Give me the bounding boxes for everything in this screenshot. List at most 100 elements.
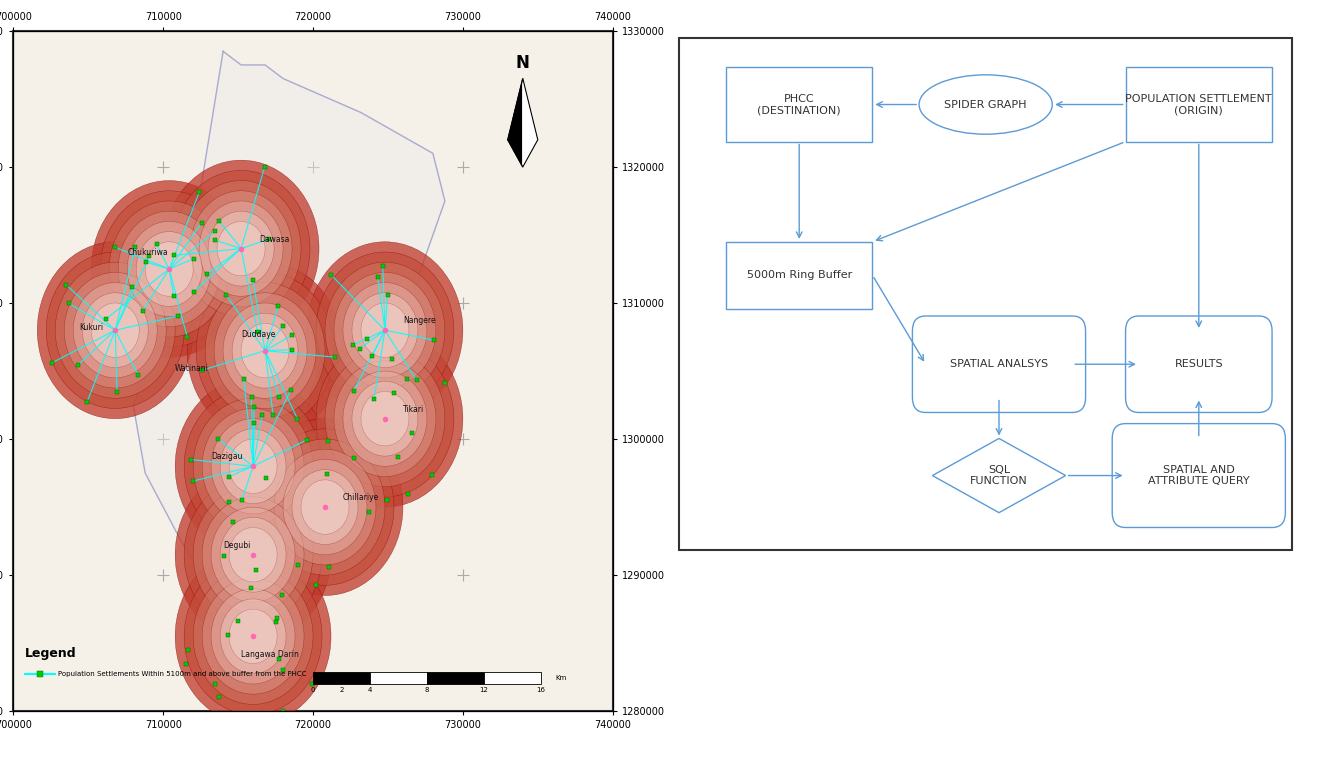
Circle shape xyxy=(210,589,294,684)
Ellipse shape xyxy=(919,75,1052,135)
Circle shape xyxy=(361,391,409,446)
Text: 4: 4 xyxy=(368,686,372,693)
Circle shape xyxy=(256,429,394,585)
Circle shape xyxy=(229,439,277,493)
Text: Degubi: Degubi xyxy=(222,541,250,550)
Circle shape xyxy=(47,252,184,408)
Circle shape xyxy=(325,351,445,487)
Text: Population Settlements Within 5100m and above buffer from the PHCC: Population Settlements Within 5100m and … xyxy=(59,671,306,676)
Circle shape xyxy=(83,293,148,368)
Circle shape xyxy=(292,470,358,544)
Text: SPIDER GRAPH: SPIDER GRAPH xyxy=(944,100,1027,110)
Circle shape xyxy=(172,170,310,327)
Polygon shape xyxy=(522,79,538,167)
Text: PHCC
(DESTINATION): PHCC (DESTINATION) xyxy=(758,94,840,115)
Bar xyxy=(726,67,872,141)
Text: 8: 8 xyxy=(425,686,429,693)
Circle shape xyxy=(306,330,462,507)
Circle shape xyxy=(163,160,318,337)
Bar xyxy=(484,672,541,684)
Circle shape xyxy=(184,388,322,544)
Circle shape xyxy=(37,242,193,419)
Circle shape xyxy=(210,507,294,602)
Text: Kukuri: Kukuri xyxy=(79,323,104,332)
Circle shape xyxy=(100,191,238,347)
Circle shape xyxy=(55,262,174,398)
Circle shape xyxy=(145,242,193,296)
Circle shape xyxy=(334,272,436,388)
Text: Watinani: Watinani xyxy=(174,364,209,373)
Circle shape xyxy=(91,181,248,357)
Text: SPATIAL AND
ATTRIBUTE QUERY: SPATIAL AND ATTRIBUTE QUERY xyxy=(1148,465,1249,486)
Text: N: N xyxy=(515,54,530,72)
Text: 0: 0 xyxy=(310,686,316,693)
Circle shape xyxy=(190,191,292,306)
Text: Tikari: Tikari xyxy=(402,405,424,414)
Circle shape xyxy=(352,293,418,368)
Circle shape xyxy=(229,527,277,582)
Text: Dawasa: Dawasa xyxy=(258,235,289,243)
Circle shape xyxy=(193,487,313,623)
Text: 2: 2 xyxy=(340,686,344,693)
Circle shape xyxy=(174,466,330,643)
Text: Nangere: Nangere xyxy=(402,316,436,325)
Text: Chillariye: Chillariye xyxy=(342,493,380,502)
Circle shape xyxy=(334,361,436,476)
Circle shape xyxy=(210,419,294,514)
Circle shape xyxy=(186,262,342,439)
Circle shape xyxy=(184,476,322,633)
Polygon shape xyxy=(932,438,1066,512)
FancyBboxPatch shape xyxy=(912,316,1086,413)
Circle shape xyxy=(64,272,166,388)
Text: Langawa Darin: Langawa Darin xyxy=(241,650,298,659)
Circle shape xyxy=(193,568,313,704)
Bar xyxy=(679,38,1292,550)
Circle shape xyxy=(265,439,385,575)
Circle shape xyxy=(202,497,304,612)
FancyBboxPatch shape xyxy=(1112,424,1285,527)
Text: Dazigau: Dazigau xyxy=(210,452,242,461)
Circle shape xyxy=(208,211,274,286)
Polygon shape xyxy=(133,51,445,643)
Text: Duddaye: Duddaye xyxy=(241,330,276,339)
Text: Km: Km xyxy=(555,675,567,681)
Circle shape xyxy=(301,480,349,534)
Text: Legend: Legend xyxy=(25,646,77,659)
Text: POPULATION SETTLEMENT
(ORIGIN): POPULATION SETTLEMENT (ORIGIN) xyxy=(1126,94,1272,115)
Circle shape xyxy=(184,558,322,714)
Circle shape xyxy=(174,378,330,555)
Bar xyxy=(313,672,370,684)
Circle shape xyxy=(73,283,157,378)
Circle shape xyxy=(232,313,298,388)
Bar xyxy=(370,672,426,684)
Circle shape xyxy=(198,201,282,296)
Text: 16: 16 xyxy=(537,686,545,693)
Circle shape xyxy=(193,398,313,534)
Text: RESULTS: RESULTS xyxy=(1175,359,1223,369)
Circle shape xyxy=(205,283,325,419)
Bar xyxy=(726,242,872,308)
Text: SQL
FUNCTION: SQL FUNCTION xyxy=(970,465,1028,486)
Text: 12: 12 xyxy=(480,686,489,693)
Circle shape xyxy=(282,459,366,555)
Circle shape xyxy=(136,232,202,306)
FancyBboxPatch shape xyxy=(1126,316,1272,413)
Circle shape xyxy=(220,429,286,504)
Circle shape xyxy=(342,371,426,466)
Circle shape xyxy=(325,262,445,398)
Circle shape xyxy=(306,242,462,419)
Bar xyxy=(1126,67,1272,141)
Circle shape xyxy=(361,303,409,357)
Circle shape xyxy=(127,221,210,317)
Circle shape xyxy=(220,599,286,674)
Circle shape xyxy=(181,181,301,317)
Circle shape xyxy=(316,252,454,408)
Text: SPATIAL ANALSYS: SPATIAL ANALSYS xyxy=(950,359,1048,369)
Circle shape xyxy=(241,323,289,378)
Circle shape xyxy=(109,201,229,337)
Circle shape xyxy=(274,449,376,565)
Bar xyxy=(426,672,484,684)
Circle shape xyxy=(202,408,304,524)
Circle shape xyxy=(352,381,418,456)
Text: 5000m Ring Buffer: 5000m Ring Buffer xyxy=(746,271,852,280)
